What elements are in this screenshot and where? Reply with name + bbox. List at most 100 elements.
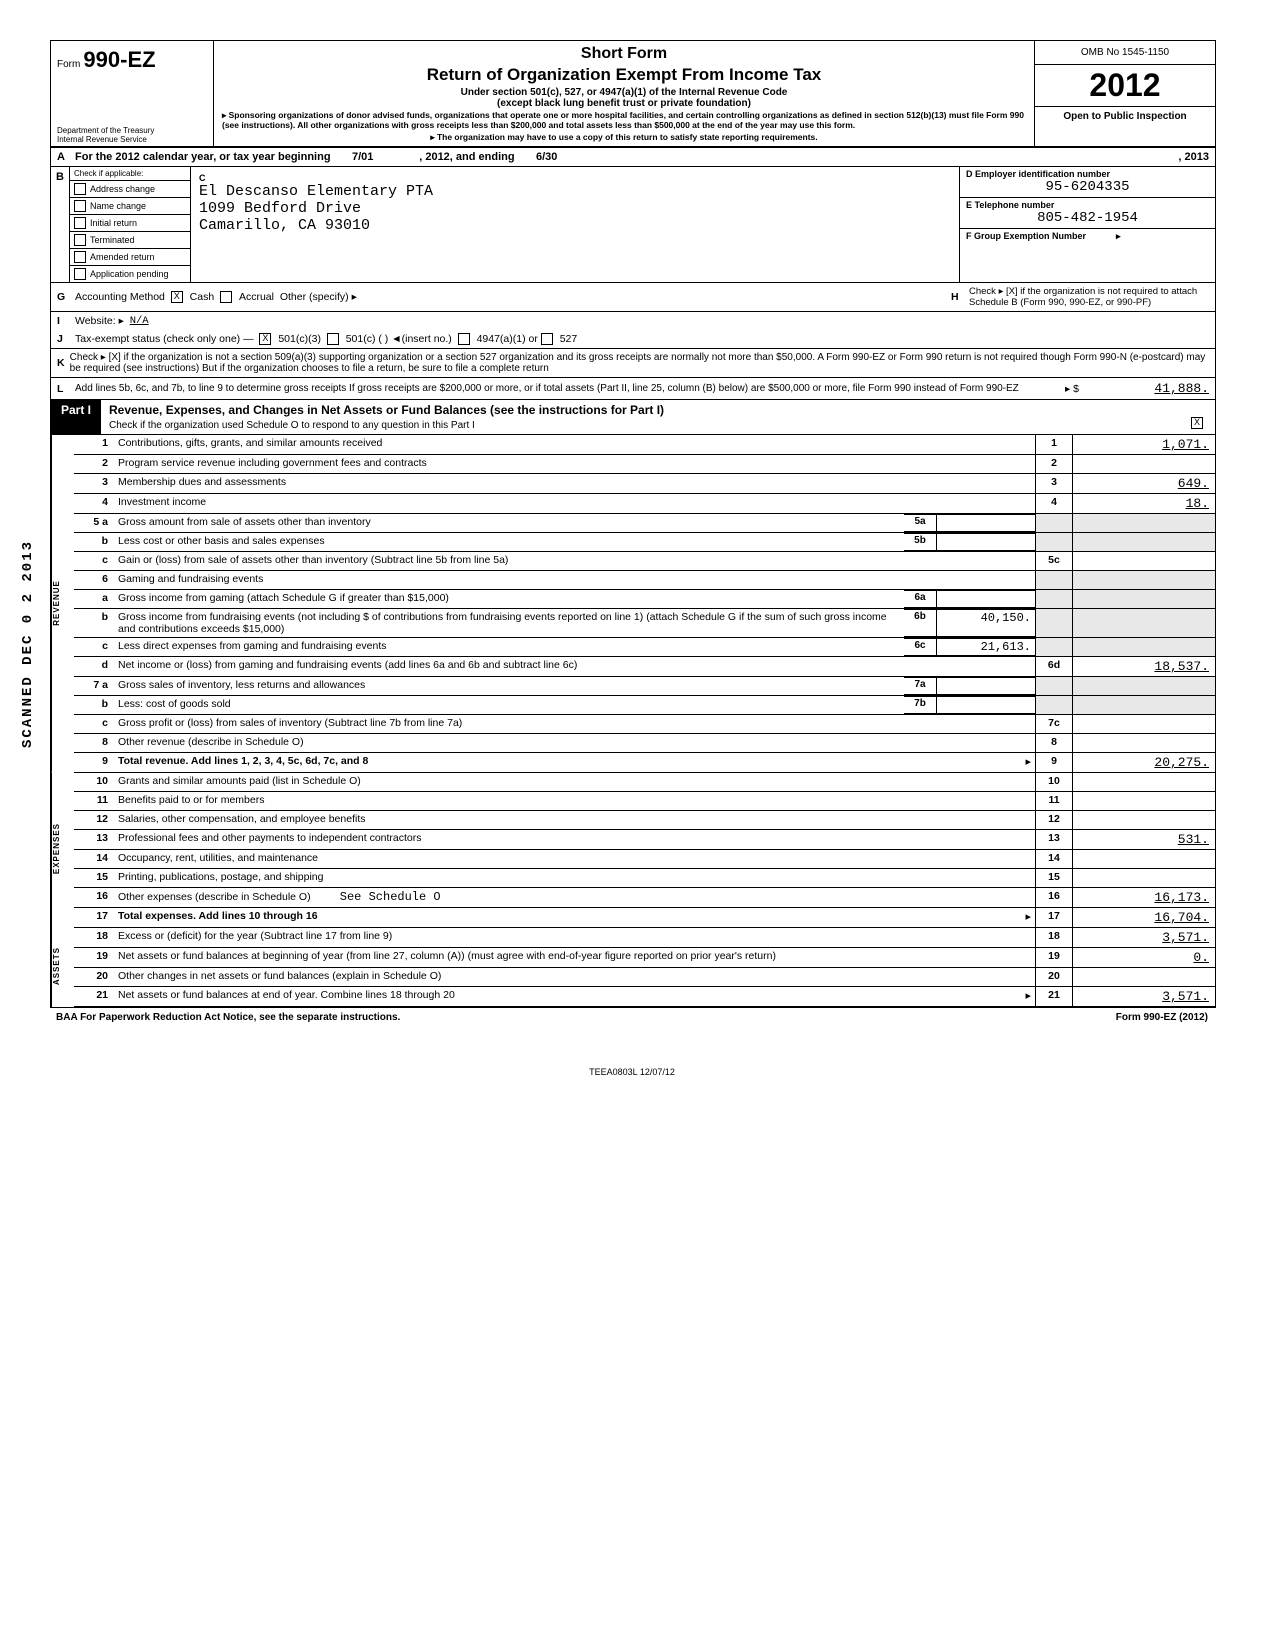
- i-label: I: [57, 315, 75, 327]
- line-18: 18Excess or (deficit) for the year (Subt…: [74, 928, 1215, 948]
- assets-label: ASSETS: [51, 926, 74, 1007]
- website-label: Website: ▸: [75, 315, 124, 327]
- part1-header: Part I Revenue, Expenses, and Changes in…: [51, 400, 1215, 435]
- opt-501c3: 501(c)(3): [278, 333, 321, 345]
- line-2: 2Program service revenue including gover…: [74, 455, 1215, 474]
- main-title: Return of Organization Exempt From Incom…: [222, 65, 1026, 85]
- part1-check-text: Check if the organization used Schedule …: [109, 420, 475, 431]
- line-b: bGross income from fundraising events (n…: [74, 609, 1215, 638]
- l-label: L: [57, 383, 75, 395]
- org-city: Camarillo, CA 93010: [199, 217, 951, 234]
- lines-container: REVENUE EXPENSES ASSETS 1Contributions, …: [51, 435, 1215, 1007]
- scanned-stamp: SCANNED DEC 0 2 2013: [20, 540, 36, 748]
- check-amended[interactable]: Amended return: [70, 249, 190, 266]
- check-address[interactable]: Address change: [70, 181, 190, 198]
- section-b: B Check if applicable: Address change Na…: [51, 167, 1215, 283]
- inspection-notice: Open to Public Inspection: [1035, 107, 1215, 126]
- line-12: 12Salaries, other compensation, and empl…: [74, 811, 1215, 830]
- line-20: 20Other changes in net assets or fund ba…: [74, 968, 1215, 987]
- row-a-mid: , 2012, and ending: [419, 151, 514, 163]
- k-text: Check ▸ [X] if the organization is not a…: [70, 352, 1209, 374]
- form-prefix: Form: [57, 59, 80, 70]
- check-pending[interactable]: Application pending: [70, 266, 190, 282]
- bottom-code: TEEA0803L 12/07/12: [50, 1067, 1214, 1077]
- org-name: El Descanso Elementary PTA: [199, 183, 951, 200]
- other-method: Other (specify) ▸: [280, 291, 357, 303]
- form-990ez: Form 990-EZ Department of the Treasury I…: [50, 40, 1216, 1008]
- line-17: 17Total expenses. Add lines 10 through 1…: [74, 908, 1215, 928]
- footer-left: BAA For Paperwork Reduction Act Notice, …: [56, 1012, 400, 1023]
- opt-527: 527: [560, 333, 578, 345]
- 4947-checkbox[interactable]: [458, 333, 470, 345]
- fine-print-1: ▸ Sponsoring organizations of donor advi…: [222, 111, 1026, 131]
- j-label: J: [57, 333, 75, 345]
- expenses-label: EXPENSES: [51, 772, 74, 926]
- subtitle1: Under section 501(c), 527, or 4947(a)(1)…: [222, 87, 1026, 98]
- footer: BAA For Paperwork Reduction Act Notice, …: [50, 1008, 1214, 1027]
- cash-label: Cash: [190, 291, 215, 303]
- 501c3-checkbox[interactable]: X: [259, 333, 271, 345]
- line-a: aGross income from gaming (attach Schedu…: [74, 590, 1215, 609]
- ein-label: D Employer identification number: [966, 169, 1209, 179]
- 501c-checkbox[interactable]: [327, 333, 339, 345]
- phone-label: E Telephone number: [966, 200, 1209, 210]
- part1-label: Part I: [51, 400, 101, 434]
- acct-method-label: Accounting Method: [75, 291, 165, 303]
- row-i: I Website: ▸ N/A: [51, 312, 1215, 330]
- part1-title: Revenue, Expenses, and Changes in Net As…: [109, 403, 664, 417]
- applicable-checks: Check if applicable: Address change Name…: [70, 167, 191, 282]
- fine-print-2: ▸ The organization may have to use a cop…: [222, 133, 1026, 143]
- g-label: G: [57, 291, 75, 303]
- section-b-label: B: [51, 167, 70, 282]
- line-19: 19Net assets or fund balances at beginni…: [74, 948, 1215, 968]
- form-header: Form 990-EZ Department of the Treasury I…: [51, 41, 1215, 148]
- tax-year-begin: 7/01: [352, 151, 373, 163]
- row-a-year: , 2013: [1178, 151, 1209, 163]
- line-1: 1Contributions, gifts, grants, and simil…: [74, 435, 1215, 455]
- line-4: 4Investment income418.: [74, 494, 1215, 514]
- line-15: 15Printing, publications, postage, and s…: [74, 869, 1215, 888]
- line-c: cLess direct expenses from gaming and fu…: [74, 638, 1215, 657]
- short-form-label: Short Form: [222, 45, 1026, 63]
- h-label: H: [951, 291, 969, 303]
- check-initial[interactable]: Initial return: [70, 215, 190, 232]
- form-number: 990-EZ: [83, 47, 155, 72]
- cash-checkbox[interactable]: X: [171, 291, 183, 303]
- check-terminated[interactable]: Terminated: [70, 232, 190, 249]
- line-11: 11Benefits paid to or for members11: [74, 792, 1215, 811]
- l-arrow: ▸ $: [1065, 383, 1079, 395]
- subtitle2: (except black lung benefit trust or priv…: [222, 98, 1026, 109]
- line-5 a: 5 aGross amount from sale of assets othe…: [74, 514, 1215, 533]
- org-address: 1099 Bedford Drive: [199, 200, 951, 217]
- f-arrow: ▸: [1116, 231, 1121, 241]
- row-a-label: A: [57, 151, 75, 163]
- line-d: dNet income or (loss) from gaming and fu…: [74, 657, 1215, 677]
- c-label: C: [199, 173, 951, 183]
- 527-checkbox[interactable]: [541, 333, 553, 345]
- line-c: cGross profit or (loss) from sales of in…: [74, 715, 1215, 734]
- line-13: 13Professional fees and other payments t…: [74, 830, 1215, 850]
- line-6: 6Gaming and fundraising events: [74, 571, 1215, 590]
- line-7 a: 7 aGross sales of inventory, less return…: [74, 677, 1215, 696]
- row-l: L Add lines 5b, 6c, and 7b, to line 9 to…: [51, 378, 1215, 400]
- j-text: Tax-exempt status (check only one) —: [75, 333, 254, 345]
- dept-line2: Internal Revenue Service: [57, 135, 154, 144]
- phone-value: 805-482-1954: [966, 210, 1209, 226]
- schedule-o-checkbox[interactable]: X: [1191, 417, 1203, 429]
- line-9: 9Total revenue. Add lines 1, 2, 3, 4, 5c…: [74, 753, 1215, 773]
- tax-year-end: 6/30: [536, 151, 557, 163]
- check-name[interactable]: Name change: [70, 198, 190, 215]
- accrual-checkbox[interactable]: [220, 291, 232, 303]
- line-14: 14Occupancy, rent, utilities, and mainte…: [74, 850, 1215, 869]
- opt-501c: 501(c) ( ) ◄(insert no.): [346, 333, 452, 345]
- line-8: 8Other revenue (describe in Schedule O)8: [74, 734, 1215, 753]
- gross-receipts: 41,888.: [1079, 381, 1209, 396]
- row-k: K Check ▸ [X] if the organization is not…: [51, 349, 1215, 378]
- dept-line1: Department of the Treasury: [57, 126, 154, 135]
- line-21: 21Net assets or fund balances at end of …: [74, 987, 1215, 1007]
- tax-year: 2012: [1035, 65, 1215, 107]
- org-info: C El Descanso Elementary PTA 1099 Bedfor…: [191, 167, 960, 282]
- row-a-text: For the 2012 calendar year, or tax year …: [75, 151, 331, 163]
- line-3: 3Membership dues and assessments3649.: [74, 474, 1215, 494]
- omb-number: OMB No 1545-1150: [1035, 41, 1215, 65]
